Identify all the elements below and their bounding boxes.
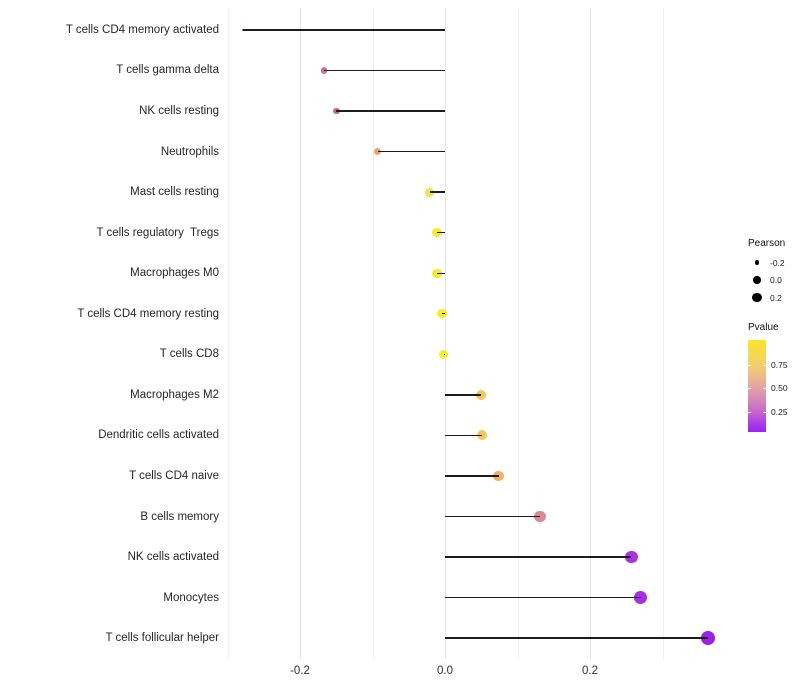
stem-line	[445, 394, 482, 396]
y-axis-label: T cells CD4 memory activated	[65, 23, 219, 36]
minor-gridline	[227, 8, 229, 659]
pvalue-colorbar	[748, 340, 766, 432]
colorbar-tick	[763, 364, 766, 367]
data-point	[625, 550, 638, 564]
colorbar-tick-label: 0.50	[771, 383, 788, 394]
legend-pearson-label: 0.2	[770, 292, 782, 303]
stem-line	[442, 313, 445, 315]
data-point	[320, 67, 327, 74]
y-axis-label: Mast cells resting	[130, 186, 219, 199]
data-point	[437, 309, 447, 319]
y-axis-label: Neutrophils	[160, 145, 219, 158]
y-axis-label: T cells CD4 memory resting	[77, 307, 219, 320]
major-gridline	[300, 8, 301, 659]
data-point	[332, 107, 340, 115]
legend-pearson-label: -0.2	[770, 257, 785, 268]
colorbar-tick	[748, 387, 751, 390]
stem-line	[445, 596, 641, 599]
stem-line	[377, 150, 445, 153]
y-axis-label: T cells gamma delta	[116, 64, 219, 77]
stem-line	[445, 556, 632, 558]
legend-pearson-dot	[754, 260, 760, 265]
data-point	[438, 349, 449, 359]
x-axis-tick-label: 0.0	[437, 665, 453, 677]
stem-line	[336, 110, 445, 112]
colorbar-tick-label: 0.25	[771, 407, 788, 418]
major-gridline	[445, 8, 446, 659]
stem-line	[445, 637, 709, 639]
y-axis-label: B cells memory	[140, 510, 219, 523]
minor-gridline	[372, 8, 374, 659]
legend-pearson-label: 0.0	[770, 275, 782, 285]
legend-pearson-title: Pearson	[748, 238, 786, 249]
y-axis-label: Dendritic cells activated	[98, 429, 219, 442]
stem-line	[443, 353, 445, 355]
major-gridline	[590, 8, 591, 659]
stem-line	[437, 272, 445, 274]
y-axis-label: Macrophages M0	[130, 267, 219, 280]
data-point	[493, 470, 504, 482]
y-axis-label: Macrophages M2	[130, 388, 219, 401]
legend-pvalue-title: Pvalue	[748, 322, 779, 333]
x-axis-tick-label: 0.2	[582, 665, 598, 677]
stem-line	[437, 231, 445, 234]
colorbar-tick	[763, 387, 766, 390]
data-point	[425, 187, 435, 197]
stem-line	[445, 475, 499, 477]
minor-gridline	[662, 8, 664, 659]
minor-gridline	[517, 8, 519, 659]
y-axis-label: T cells CD4 naive	[129, 469, 219, 482]
legend-pearson-dot	[752, 292, 762, 303]
stem-line	[445, 515, 540, 518]
y-axis-label: NK cells activated	[127, 551, 219, 564]
colorbar-tick-label: 0.75	[771, 360, 788, 371]
y-axis-label: T cells CD8	[159, 348, 219, 361]
stem-line	[323, 69, 445, 72]
stem-line	[243, 29, 445, 31]
colorbar-tick	[748, 364, 751, 367]
x-axis-tick-label: -0.2	[290, 665, 310, 677]
y-axis-label: T cells regulatory Tregs	[96, 226, 219, 239]
y-axis-label: NK cells resting	[139, 105, 219, 117]
y-axis-label: T cells follicular helper	[105, 632, 219, 645]
stem-line	[445, 434, 482, 437]
legend-pearson-dot	[753, 276, 761, 284]
stem-line	[429, 191, 445, 193]
colorbar-tick	[748, 411, 751, 413]
colorbar-tick	[763, 411, 766, 413]
y-axis-label: Monocytes	[163, 591, 219, 604]
